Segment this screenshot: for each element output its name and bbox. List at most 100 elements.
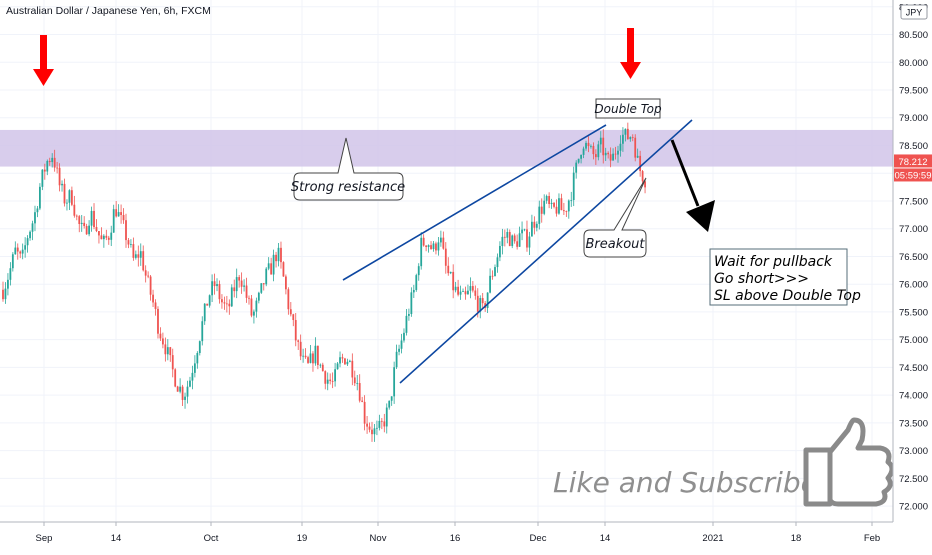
thumbs-up-icon	[803, 417, 895, 507]
red-down-arrow-icon	[620, 28, 641, 79]
candle-body	[582, 148, 585, 155]
candle-body	[193, 363, 196, 373]
candle-body	[430, 245, 432, 250]
candle-body	[449, 271, 452, 274]
time-tick-label: 2021	[702, 533, 723, 544]
candle-body	[631, 137, 634, 138]
price-tick-label: 72.000	[899, 502, 928, 513]
time-tick-label: 18	[791, 533, 802, 544]
candle-body	[53, 157, 56, 168]
candle-body	[405, 315, 408, 333]
candle-body	[408, 314, 410, 316]
candle-body	[191, 372, 194, 381]
candle-body	[481, 298, 484, 304]
candle-body	[422, 237, 425, 246]
candle-body	[176, 386, 179, 392]
candle-body	[238, 277, 241, 281]
candle-body	[34, 212, 36, 224]
candle-body	[240, 280, 243, 287]
breakout-callout[interactable]: Breakout	[583, 177, 647, 258]
candle-body	[636, 155, 639, 158]
candle-body	[412, 289, 415, 293]
price-tick-label: 80.500	[899, 30, 928, 41]
candle-body	[486, 292, 489, 308]
price-axis[interactable]: 81.00080.50080.00079.50079.00078.50078.0…	[892, 0, 932, 522]
time-tick-label: Sep	[36, 533, 53, 544]
candle-body	[567, 200, 570, 212]
candle-body	[41, 169, 44, 187]
candle-body	[629, 137, 632, 140]
currency-badge-label: JPY	[906, 8, 923, 18]
candle-body	[489, 275, 491, 293]
candle-body	[523, 229, 526, 231]
candle-body	[112, 209, 115, 233]
candle-body	[162, 338, 164, 345]
candle-body	[147, 275, 150, 277]
candle-body	[120, 212, 122, 215]
candle-body	[617, 150, 619, 155]
candle-body	[562, 210, 565, 212]
candle-body	[538, 206, 541, 224]
candle-body	[7, 279, 9, 289]
candle-body	[447, 265, 450, 274]
candle-body	[282, 262, 285, 277]
candle-body	[21, 249, 24, 254]
candle-body	[95, 227, 98, 232]
candle-body	[36, 208, 39, 213]
candle-body	[516, 241, 519, 247]
strong-resistance-callout[interactable]: Strong resistance	[291, 137, 405, 201]
candle-body	[63, 183, 66, 204]
candle-body	[319, 364, 322, 366]
countdown-tag	[894, 168, 932, 182]
candle-body	[152, 294, 154, 303]
candle-body	[336, 363, 339, 370]
candle-body	[125, 220, 127, 241]
price-tick-label: 79.500	[899, 86, 928, 97]
upper-trend-line[interactable]	[342, 124, 607, 281]
candle-body	[324, 371, 327, 384]
red-down-arrow-icon	[33, 35, 54, 86]
candle-body	[508, 232, 511, 246]
candle-body	[93, 210, 95, 228]
candle-body	[203, 303, 206, 322]
candle-body	[307, 357, 309, 363]
candle-body	[228, 303, 231, 307]
candle-body	[277, 247, 280, 262]
price-tick-label: 76.000	[899, 280, 928, 291]
candle-body	[134, 254, 137, 258]
candle-body	[142, 251, 145, 271]
candle-body	[577, 158, 580, 163]
candle-body	[206, 303, 209, 306]
currency-badge[interactable]	[900, 4, 928, 20]
candle-body	[100, 235, 103, 240]
candle-body	[592, 145, 595, 155]
candle-body	[540, 206, 543, 214]
candle-body	[531, 221, 533, 237]
candle-body	[26, 238, 29, 246]
price-tick-label: 77.500	[899, 196, 928, 207]
lower-trend-line[interactable]	[399, 119, 693, 384]
candle-body	[390, 396, 393, 401]
candle-body	[575, 162, 578, 173]
candle-body	[533, 221, 536, 228]
candle-body	[432, 243, 435, 250]
candle-body	[624, 128, 627, 135]
candle-body	[107, 237, 110, 240]
candle-body	[346, 361, 349, 365]
candle-body	[166, 347, 169, 355]
time-tick-label: 19	[297, 533, 308, 544]
trade-plan-note[interactable]: Wait for pullback Go short>>> SL above D…	[709, 248, 861, 306]
candle-body	[130, 244, 132, 245]
candle-body	[213, 281, 216, 287]
candle-body	[555, 206, 558, 214]
candle-body	[297, 340, 300, 342]
candle-body	[619, 143, 622, 151]
double-top-box[interactable]	[595, 98, 661, 119]
candle-body	[102, 235, 105, 240]
candle-body	[292, 314, 295, 321]
time-axis[interactable]: Sep 14 Oct 19 Nov 16 Dec 14 2021 18 Feb	[0, 521, 932, 550]
candle-body	[68, 190, 71, 203]
candle-body	[80, 222, 83, 225]
